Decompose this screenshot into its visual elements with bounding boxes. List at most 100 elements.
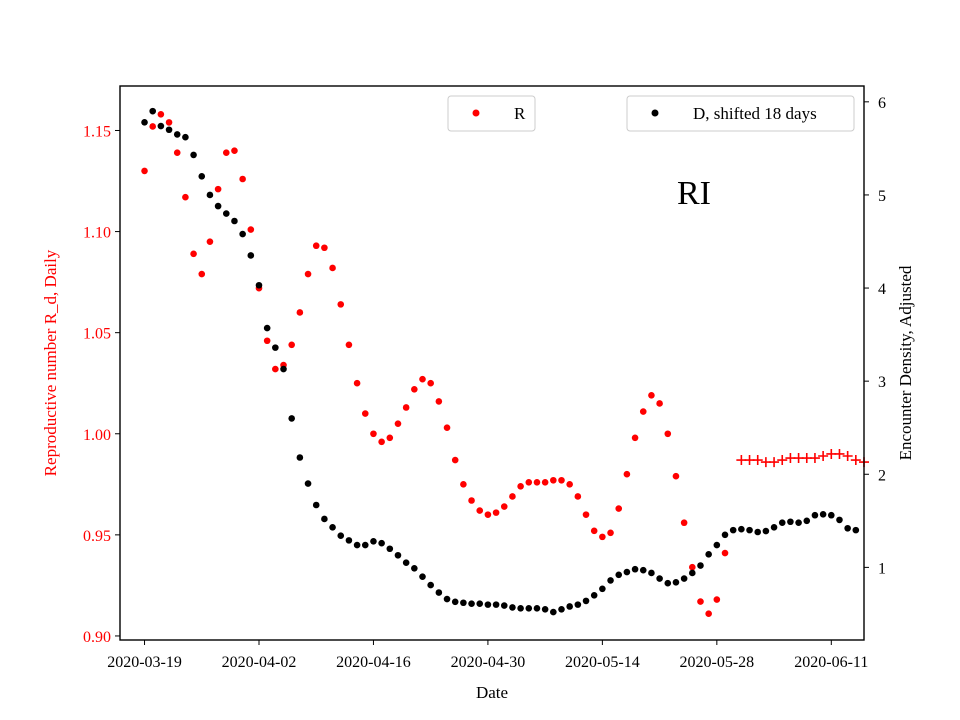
data-point (411, 385, 418, 393)
data-point (811, 511, 819, 519)
data-point (631, 565, 639, 573)
data-point (770, 524, 778, 531)
data-point (517, 483, 524, 490)
data-point (713, 596, 721, 603)
x-tick-label: 2020-04-30 (451, 654, 526, 671)
data-point (836, 516, 843, 524)
data-point (443, 424, 451, 432)
data-point (623, 470, 631, 478)
y-left-tick-label: 1.10 (83, 225, 111, 242)
data-point (182, 133, 189, 141)
data-point (648, 392, 655, 399)
y-right-tick-label: 3 (878, 374, 886, 391)
data-point-plus (850, 455, 861, 466)
data-point (247, 252, 255, 259)
data-point (460, 599, 467, 607)
legend-r-frame (447, 95, 536, 132)
data-point (468, 600, 475, 607)
data-point (329, 524, 336, 531)
data-point (631, 434, 639, 442)
data-point (239, 175, 246, 183)
data-point (738, 525, 745, 533)
data-point (541, 478, 549, 486)
y-left-tick-label: 0.95 (83, 528, 111, 545)
data-point (803, 517, 811, 525)
data-point (558, 476, 565, 484)
data-point (329, 264, 336, 272)
data-point (206, 191, 214, 199)
data-point (337, 532, 345, 540)
data-point (157, 122, 165, 130)
data-point (484, 511, 492, 518)
data-point (697, 562, 704, 569)
x-tick-label: 2020-03-19 (107, 654, 182, 671)
data-point (198, 173, 206, 180)
data-point (762, 527, 770, 535)
data-point (599, 533, 606, 541)
data-point (304, 270, 312, 278)
data-point (165, 119, 173, 126)
data-point (173, 149, 181, 157)
data-point (778, 519, 786, 526)
y-axis-left: 0.90 0.95 1.00 1.05 1.10 1.15 (83, 123, 120, 646)
data-point (541, 605, 549, 613)
data-point (206, 238, 214, 245)
legend-d: D, shifted 18 days (626, 95, 855, 132)
data-point (484, 601, 492, 608)
data-point (451, 456, 459, 464)
data-point (558, 605, 565, 613)
data-point (272, 344, 279, 351)
data-point (844, 524, 851, 532)
data-point (819, 511, 827, 518)
data-point (435, 398, 443, 405)
data-point (697, 598, 704, 605)
data-point (705, 551, 712, 558)
data-point (157, 111, 165, 118)
data-point (533, 478, 541, 486)
data-point (746, 526, 753, 534)
data-point (419, 375, 426, 383)
data-point (795, 519, 802, 526)
data-point (680, 519, 688, 527)
legend-r-marker (472, 109, 480, 117)
data-point (460, 481, 467, 488)
y-axis-left-label: Reproductive number R_d, Daily (41, 249, 60, 476)
data-point (656, 575, 663, 582)
data-point (582, 511, 590, 518)
data-point (141, 167, 148, 175)
data-point (263, 324, 271, 332)
data-point (689, 569, 696, 577)
data-point (705, 610, 712, 618)
data-point (353, 541, 361, 549)
data-point (590, 592, 598, 599)
x-tick-label: 2020-04-02 (222, 654, 297, 671)
data-point (361, 541, 369, 549)
data-point (255, 281, 263, 289)
data-point (411, 565, 418, 572)
data-point (402, 559, 410, 567)
data-point (729, 526, 737, 534)
data-point (451, 598, 459, 606)
legend-d-label: D, shifted 18 days (693, 104, 817, 123)
data-point (198, 270, 206, 278)
data-point-plus (752, 455, 763, 466)
data-point (190, 250, 197, 258)
data-point (288, 341, 295, 349)
data-point (550, 608, 557, 616)
data-point (321, 515, 328, 523)
data-point (639, 566, 647, 574)
legend-r-label: R (514, 104, 526, 123)
data-point (566, 481, 573, 488)
data-point (615, 571, 623, 579)
data-point (149, 123, 157, 130)
data-point (713, 541, 721, 549)
data-point (476, 507, 484, 514)
state-annotation: RI (677, 175, 711, 212)
data-point (525, 478, 533, 486)
data-point (648, 569, 655, 577)
data-point (288, 415, 295, 422)
data-point (550, 476, 557, 484)
data-point (525, 605, 533, 612)
data-point-plus (809, 453, 820, 464)
